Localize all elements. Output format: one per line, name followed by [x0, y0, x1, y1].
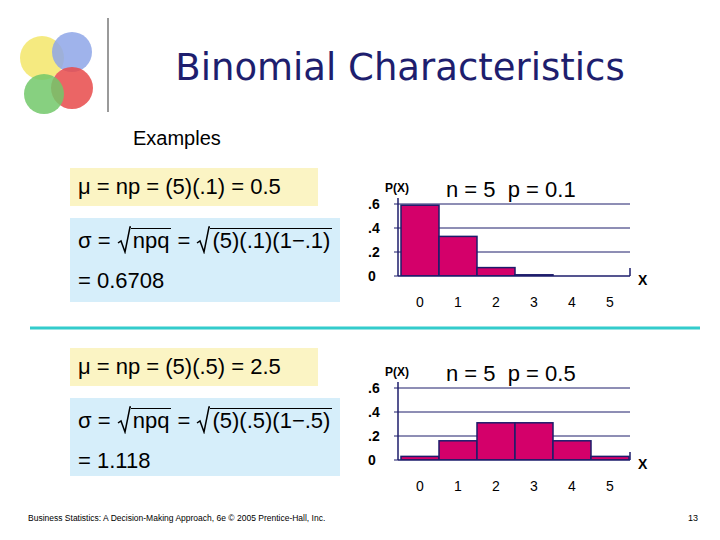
subtitle: Examples [133, 127, 221, 149]
sd-box: σ = npq = (5)(.5)(1−.5)= 1.118 [70, 398, 340, 476]
x-tick-label: 5 [606, 478, 614, 494]
sd-box: σ = npq = (5)(.1)(1−.1)= 0.6708 [70, 218, 340, 302]
chart: 0 .2 .4 .6 0 1 2 3 4 5 n = 5 p = 0.5 P(X) X [368, 361, 648, 494]
radicand: npq [131, 228, 172, 253]
radical-sign [117, 226, 131, 254]
x-axis [398, 459, 630, 461]
y-tick-label: .2 [368, 428, 380, 444]
y-axis-label: P(X) [385, 365, 409, 379]
grid-line [398, 388, 630, 389]
x-axis-label: X [638, 272, 648, 288]
radical-sign [117, 406, 131, 434]
y-tick-label: .6 [368, 380, 380, 396]
chart: 0 .2 .4 .6 0 1 2 3 4 5 n = 5 p = 0.1 P(X) X [368, 177, 648, 310]
bars [401, 423, 629, 460]
x-tick-label: 2 [492, 478, 500, 494]
formula-text: σ = [78, 228, 117, 253]
x-tick-label: 2 [492, 294, 500, 310]
chart-title: n = 5 p = 0.5 [446, 361, 576, 386]
slide-title: Binomial Characteristics [175, 46, 624, 89]
x-axis-label: X [638, 456, 648, 472]
x-tick-label: 5 [606, 294, 614, 310]
mean-formula: μ = np = (5)(.1) = 0.5 [70, 168, 318, 200]
y-axis-label: P(X) [385, 181, 409, 195]
logo-circle [24, 74, 64, 114]
radicand: npq [131, 408, 172, 433]
y-tick-label: 0 [368, 268, 376, 284]
radical-sign [196, 406, 210, 434]
y-tick-label: .4 [368, 404, 380, 420]
x-axis-end [629, 268, 631, 276]
bar [439, 441, 477, 460]
y-tick-label: .2 [368, 244, 380, 260]
bar [401, 205, 439, 276]
bar [515, 423, 553, 460]
x-tick-label: 1 [454, 478, 462, 494]
formula-text: = [171, 408, 196, 433]
y-tick-label: .4 [368, 220, 380, 236]
radicand: (5)(.5)(1−.5) [210, 408, 332, 433]
x-tick-label: 3 [530, 478, 538, 494]
formula-text: σ = [78, 408, 117, 433]
slide: Binomial CharacteristicsExamples0.2.4.60… [0, 0, 720, 540]
grid-line [398, 412, 630, 413]
x-tick-label: 1 [454, 294, 462, 310]
page-number: 13 [688, 513, 698, 523]
x-tick-label: 0 [416, 478, 424, 494]
grid-line [398, 204, 630, 205]
y-axis [397, 382, 399, 460]
footer: Business Statistics: A Decision-Making A… [28, 513, 325, 523]
x-tick-label: 4 [568, 478, 576, 494]
bars [401, 205, 553, 276]
sd-result: = 1.118 [70, 434, 340, 474]
bar [553, 441, 591, 460]
x-axis-end [629, 452, 631, 460]
mean-box: μ = np = (5)(.1) = 0.5 [70, 168, 318, 206]
formula-text: = [171, 228, 196, 253]
radical-sign [196, 226, 210, 254]
bar [439, 236, 477, 276]
x-tick-label: 3 [530, 294, 538, 310]
bar [477, 423, 515, 460]
y-tick-label: 0 [368, 452, 376, 468]
x-axis [398, 275, 630, 277]
x-tick-label: 0 [416, 294, 424, 310]
sd-formula: σ = npq = (5)(.1)(1−.1) [70, 218, 340, 254]
logo-circle [52, 32, 92, 72]
radicand: (5)(.1)(1−.1) [210, 228, 332, 253]
mean-box: μ = np = (5)(.5) = 2.5 [70, 348, 318, 386]
x-tick-label: 4 [568, 294, 576, 310]
separator [30, 327, 700, 330]
sd-result: = 0.6708 [70, 254, 340, 294]
mean-formula: μ = np = (5)(.5) = 2.5 [70, 348, 318, 380]
y-axis [397, 198, 399, 276]
title-rule [107, 18, 109, 112]
y-tick-label: .6 [368, 196, 380, 212]
sd-formula: σ = npq = (5)(.5)(1−.5) [70, 398, 340, 434]
bar [477, 268, 515, 276]
chart-title: n = 5 p = 0.1 [446, 177, 576, 202]
